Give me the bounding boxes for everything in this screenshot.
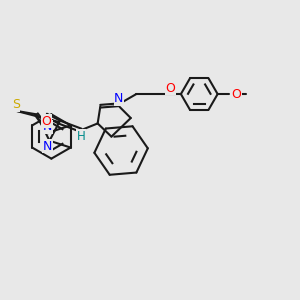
Text: O: O [41, 115, 51, 128]
Text: N: N [43, 120, 52, 134]
Text: O: O [232, 88, 242, 100]
Text: O: O [165, 82, 175, 94]
Text: S: S [12, 98, 20, 111]
Text: H: H [76, 130, 85, 142]
Text: N: N [43, 140, 52, 153]
Text: N: N [114, 92, 124, 105]
